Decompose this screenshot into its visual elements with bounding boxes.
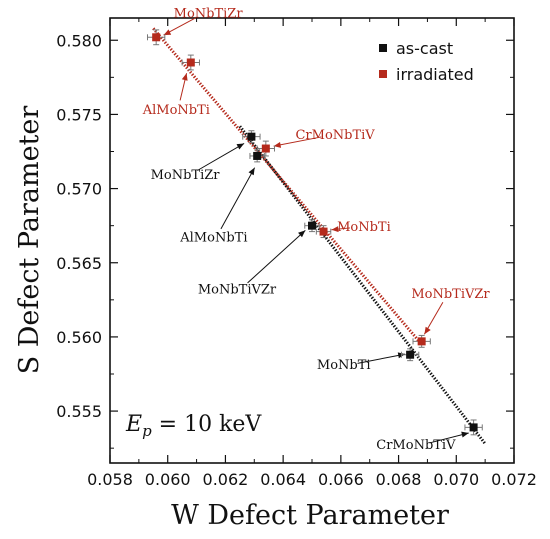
annotation-arrow-line xyxy=(220,167,256,230)
x-tick-label-1: 0.060 xyxy=(145,470,191,489)
x-tick-label-0: 0.058 xyxy=(87,470,133,489)
y-tick-label-1: 0.560 xyxy=(56,328,102,347)
annotation-as-cast-monbtizr: MoNbTiZr xyxy=(151,168,221,183)
y-tick-label-5: 0.580 xyxy=(56,31,102,50)
point-irradiated-monbtivzr xyxy=(412,334,431,348)
point-as-cast-monbtivzr xyxy=(304,219,320,233)
data-points xyxy=(147,29,483,436)
energy-symbol: E xyxy=(125,412,142,437)
y-tick-label-2: 0.565 xyxy=(56,254,102,273)
annotation-labels: MoNbTiZr AlMoNbTi CrMoNbTiV MoNbTi MoNbTiVZr… xyxy=(142,7,491,454)
annotation-irradiated-monbti: MoNbTi xyxy=(337,220,391,235)
annotation-arrow-head xyxy=(331,226,339,233)
plot-frame xyxy=(109,17,515,464)
annotation-arrow-head xyxy=(248,167,255,176)
axis-ticks: 0.058 0.060 0.062 0.064 0.066 0.068 0.070 0.072… xyxy=(56,18,537,489)
annotation-arrow-head xyxy=(163,29,172,36)
annotation-arrow-head xyxy=(298,230,306,238)
annotation-as-cast-almonbti: AlMoNbTi xyxy=(179,231,247,246)
annotation-irradiated-monbtivzr: MoNbTiVZr xyxy=(411,287,490,302)
annotation-as-cast-crmonbtiv: CrMoNbTiV xyxy=(376,438,456,453)
y-tick-label-4: 0.575 xyxy=(56,105,102,124)
annotation-arrow-head xyxy=(236,143,245,150)
point-as-cast-monbtizr xyxy=(242,130,261,144)
annotation-irradiated-crmonbtiv: CrMoNbTiV xyxy=(295,128,375,143)
annotation-as-cast-monbti: MoNbTi xyxy=(317,358,371,373)
annotation-arrow-head xyxy=(181,73,188,81)
annotation-arrow-line xyxy=(357,353,406,364)
point-marker xyxy=(186,58,195,67)
legend-label-irradiated: irradiated xyxy=(396,65,474,84)
x-tick-label-2: 0.062 xyxy=(203,470,249,489)
point-marker xyxy=(417,337,426,346)
y-tick-label-0: 0.555 xyxy=(56,402,102,421)
x-tick-label-3: 0.064 xyxy=(260,470,306,489)
annotation-arrow-line xyxy=(247,230,306,284)
point-marker xyxy=(308,221,316,230)
annotation-arrow-head xyxy=(461,431,469,438)
point-marker xyxy=(152,33,161,42)
y-tick-label-3: 0.570 xyxy=(56,180,102,199)
annotation-arrow-line xyxy=(273,136,322,147)
legend-marker-as-cast xyxy=(379,44,387,52)
x-tick-label-6: 0.070 xyxy=(433,470,479,489)
annotation-as-cast-monbtivzr: MoNbTiVZr xyxy=(198,282,277,297)
fit-lines xyxy=(152,27,487,445)
legend-label-as-cast: as-cast xyxy=(396,39,453,58)
point-irradiated-monbtizr xyxy=(147,29,166,46)
y-axis-title: S Defect Parameter xyxy=(14,106,45,375)
point-marker xyxy=(469,423,478,432)
annotation-arrows xyxy=(163,17,469,444)
point-marker xyxy=(261,144,270,153)
point-irradiated-monbti xyxy=(315,225,332,239)
x-tick-label-7: 0.072 xyxy=(491,470,537,489)
annotation-arrow-head xyxy=(424,326,431,335)
annotation-irradiated-monbtizr: MoNbTiZr xyxy=(174,7,244,22)
annotation-irradiated-almonbti: AlMoNbTi xyxy=(142,103,210,118)
annotation-arrow-line xyxy=(197,143,245,171)
energy-value: = 10 keV xyxy=(152,412,263,437)
x-axis-title: W Defect Parameter xyxy=(171,500,449,531)
fit-line-as-cast xyxy=(238,125,487,445)
point-irradiated-crmonbtiv xyxy=(256,140,275,157)
point-irradiated-almonbti xyxy=(181,54,200,71)
x-tick-label-4: 0.066 xyxy=(318,470,364,489)
annotation-arrow-head xyxy=(273,141,282,148)
fit-line-irradiated xyxy=(152,27,423,346)
x-tick-label-5: 0.068 xyxy=(376,470,422,489)
point-marker xyxy=(406,350,415,359)
energy-label: Ep = 10 keV xyxy=(125,412,262,440)
point-as-cast-monbti xyxy=(400,348,420,362)
point-marker xyxy=(319,227,328,236)
point-marker xyxy=(247,132,256,141)
energy-subscript: p xyxy=(142,422,152,440)
point-marker xyxy=(253,151,262,160)
legend-marker-irradiated xyxy=(379,70,387,78)
point-as-cast-crmonbtiv xyxy=(464,419,483,436)
legend: as-cast irradiated xyxy=(379,39,474,84)
